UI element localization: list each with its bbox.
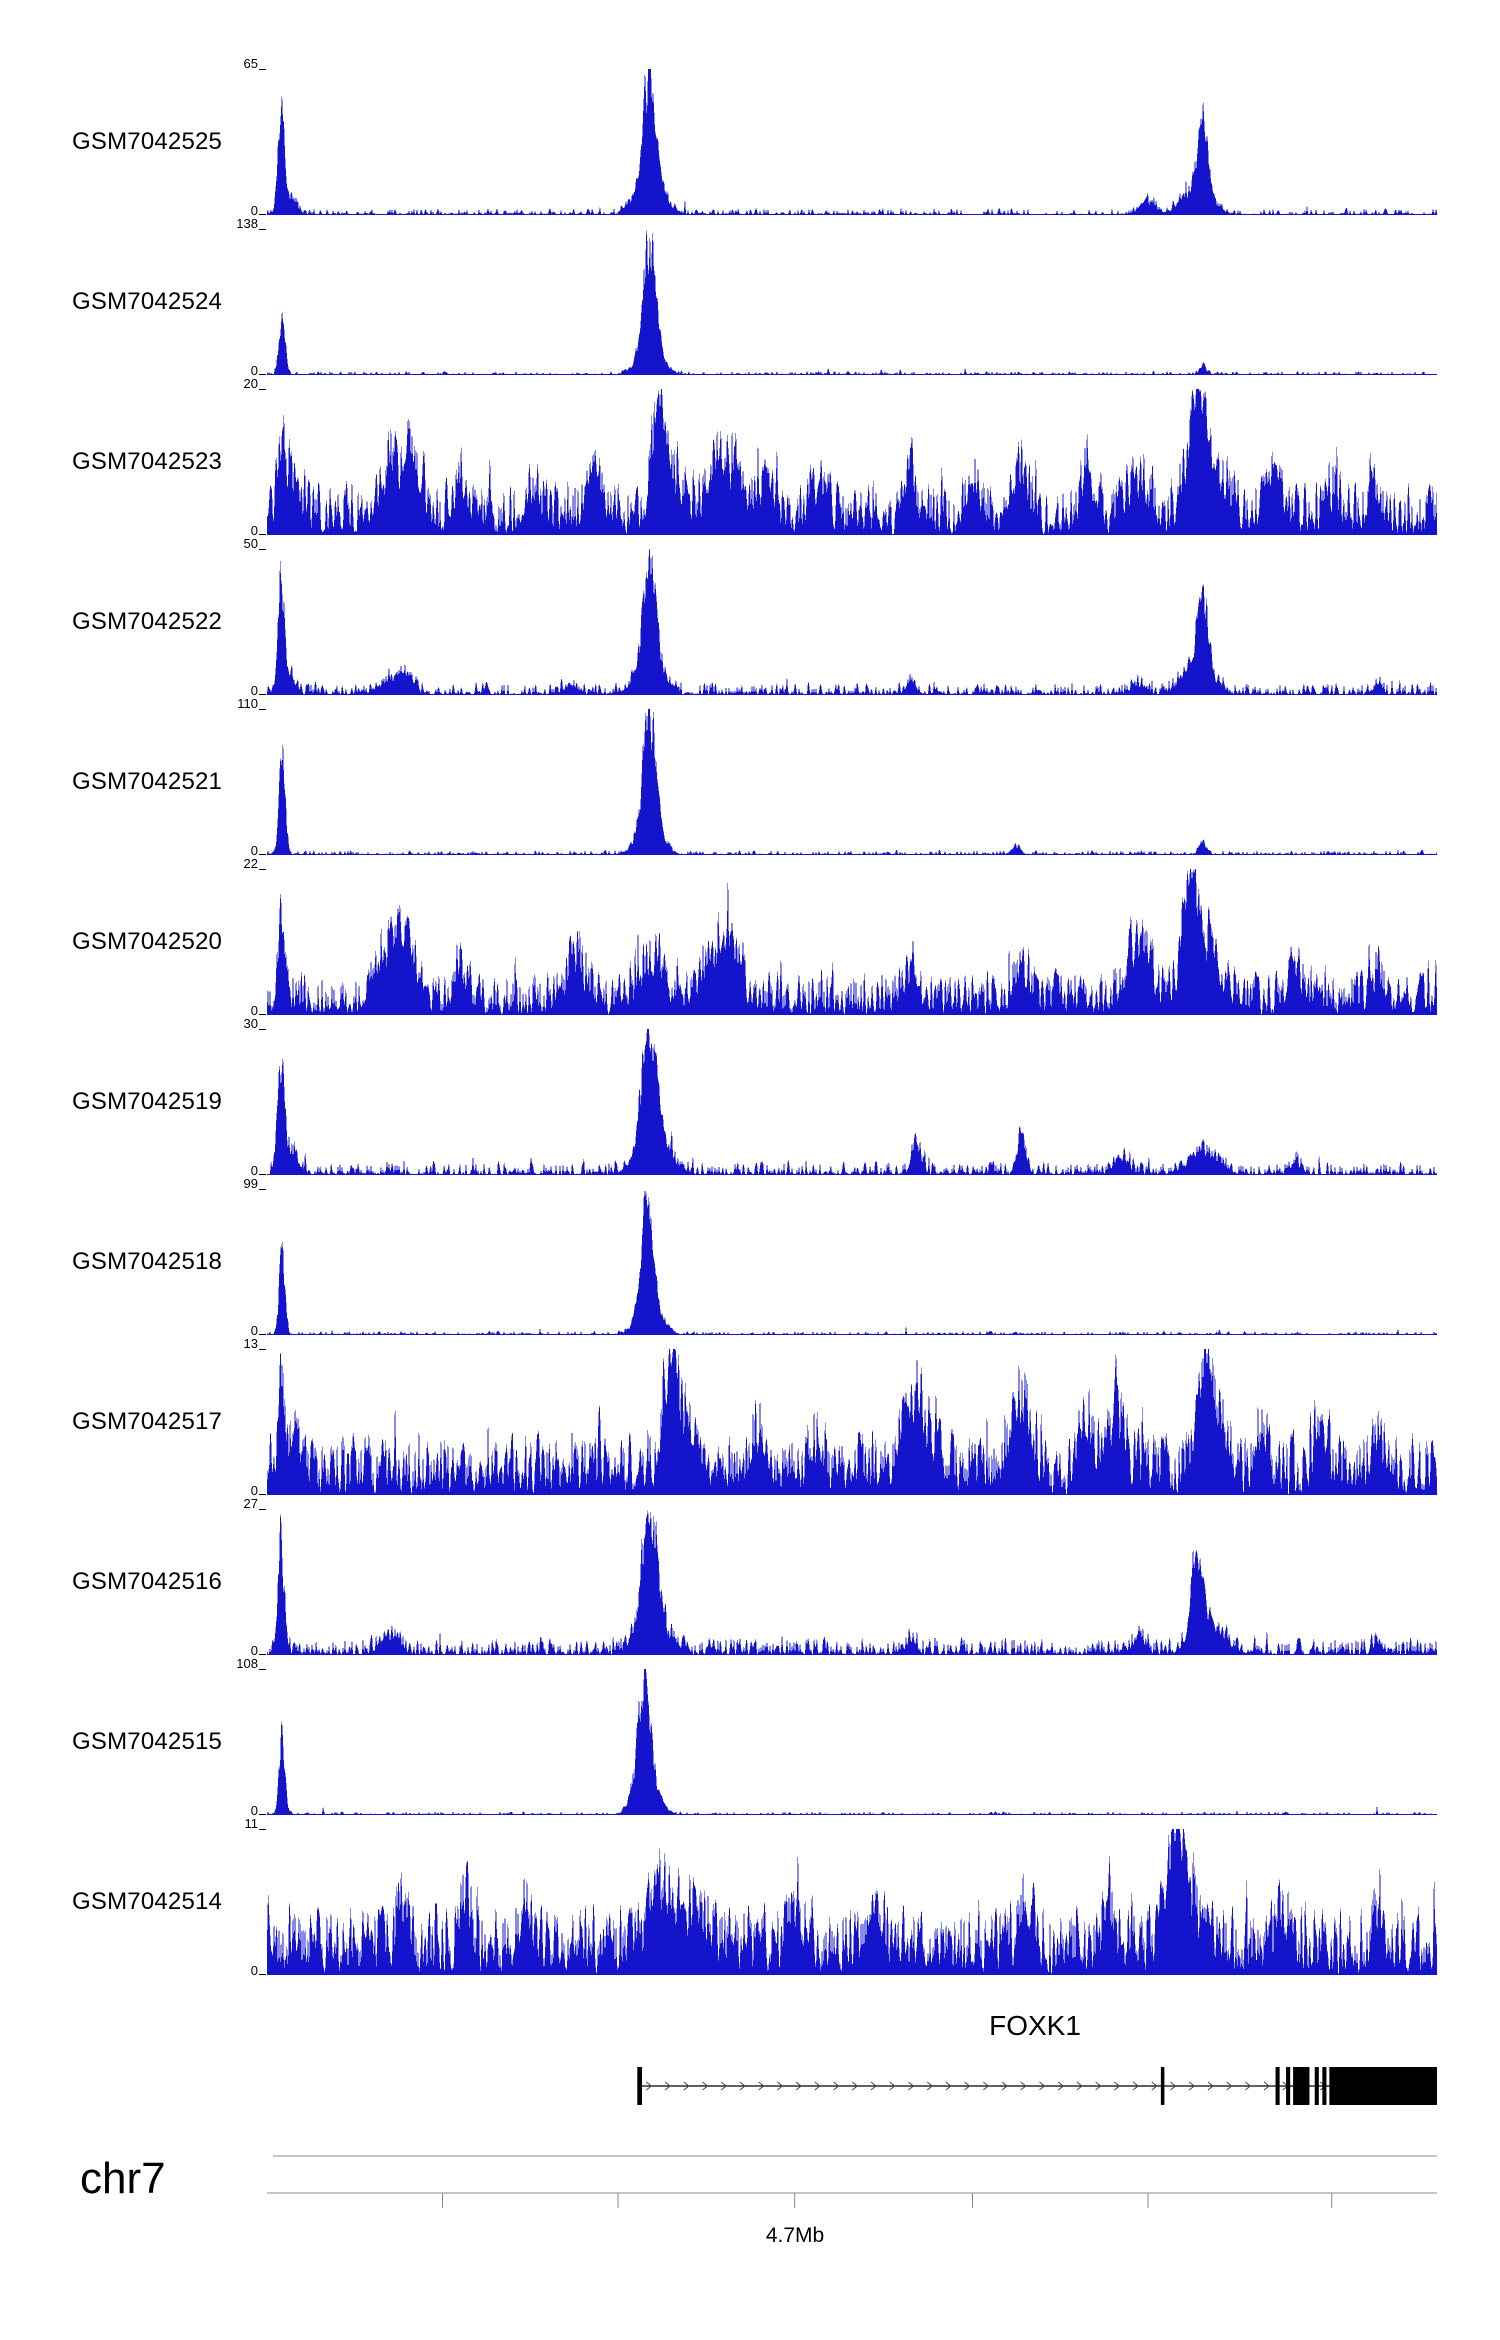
y-axis-max-label: 22 [243,856,258,871]
y-axis-max-label: 13 [243,1336,258,1351]
track-signal-plot [267,1029,1437,1175]
y-axis-zero-label: 0 [250,1163,258,1178]
y-axis-tick [259,374,266,375]
y-axis-tick [259,549,266,550]
track-signal-plot [267,709,1437,855]
y-axis-zero-label: 0 [250,203,258,218]
gene-name-label: FOXK1 [989,2010,1081,2041]
track-signal-plot [267,1349,1437,1495]
y-axis-max-label: 50 [243,536,258,551]
y-axis-tick [259,1509,266,1510]
y-axis-tick [259,854,266,855]
y-axis-max-label: 11 [244,1816,259,1831]
y-axis-tick [259,869,266,870]
track-row: GSM7042514 11 0 [0,1817,1500,1978]
y-axis-tick [259,694,266,695]
y-axis-tick [259,709,266,710]
gene-model-diagram [637,2067,1437,2105]
track-row: GSM7042517 13 0 [0,1337,1500,1498]
track-label: GSM7042517 [72,1408,223,1435]
gene-exon [1322,2067,1327,2105]
gene-exon [1293,2067,1310,2105]
track-row: GSM7042523 20 0 [0,377,1500,538]
gene-exon [1275,2067,1280,2105]
track-signal-plot [267,1829,1437,1975]
y-axis-tick [259,1334,266,1335]
y-axis-max-label: 138 [236,216,258,231]
track-signal-plot [267,1509,1437,1655]
track-row: GSM7042515 108 0 [0,1657,1500,1818]
track-row: GSM7042521 110 0 [0,697,1500,858]
y-axis-tick [259,1174,266,1175]
y-axis-tick [259,534,266,535]
track-label: GSM7042515 [72,1728,223,1755]
y-axis-zero-label: 0 [250,683,258,698]
chromosome-ruler [267,2155,1437,2208]
track-label: GSM7042523 [72,448,223,475]
y-axis-tick [259,69,266,70]
y-axis-tick [259,214,266,215]
track-signal-plot [267,69,1437,215]
y-axis-zero-label: 0 [250,1483,258,1498]
y-axis-max-label: 99 [243,1176,258,1191]
scale-position-label: 4.7Mb [765,2224,825,2247]
y-axis-zero-label: 0 [250,1963,258,1978]
chromosome-label: chr7 [80,2154,166,2203]
y-axis-max-label: 27 [243,1496,258,1511]
track-row: GSM7042524 138 0 [0,217,1500,378]
y-axis-zero-label: 0 [250,1323,258,1338]
y-axis-tick [259,1814,266,1815]
y-axis-zero-label: 0 [250,363,258,378]
y-axis-zero-label: 0 [250,1003,258,1018]
y-axis-zero-label: 0 [250,1643,258,1658]
y-axis-tick [259,1349,266,1350]
track-label: GSM7042518 [72,1248,223,1275]
track-label: GSM7042524 [72,288,223,315]
gene-exon [1286,2067,1291,2105]
track-signal-plot [267,549,1437,695]
gene-exon [1160,2067,1165,2105]
track-signal-plot [267,1189,1437,1335]
track-signal-plot [267,1669,1437,1815]
track-label: GSM7042525 [72,128,223,155]
track-label: GSM7042516 [72,1568,223,1595]
track-label: GSM7042521 [72,768,223,795]
track-label: GSM7042520 [72,928,223,955]
gene-exon [1329,2067,1437,2105]
y-axis-tick [259,1494,266,1495]
track-row: GSM7042516 27 0 [0,1497,1500,1658]
track-signal-plot [267,869,1437,1015]
y-axis-tick [259,1654,266,1655]
track-label: GSM7042522 [72,608,223,635]
y-axis-tick [259,1669,266,1670]
track-row: GSM7042525 65 0 [0,57,1500,218]
y-axis-max-label: 110 [237,696,258,711]
gene-exon [1314,2067,1319,2105]
y-axis-zero-label: 0 [250,523,258,538]
y-axis-tick [259,389,266,390]
y-axis-zero-label: 0 [250,843,258,858]
y-axis-tick [259,1189,266,1190]
track-label: GSM7042514 [72,1888,223,1915]
track-signal-plot [267,229,1437,375]
y-axis-tick [259,1014,266,1015]
y-axis-tick [259,1029,266,1030]
track-signal-plot [267,389,1437,535]
track-label: GSM7042519 [72,1088,223,1115]
track-row: GSM7042519 30 0 [0,1017,1500,1178]
track-row: GSM7042518 99 0 [0,1177,1500,1338]
y-axis-tick [259,1974,266,1975]
y-axis-tick [259,1829,266,1830]
gene-exon [637,2067,642,2105]
track-row: GSM7042522 50 0 [0,537,1500,698]
y-axis-max-label: 108 [236,1656,258,1671]
y-axis-tick [259,229,266,230]
y-axis-max-label: 65 [243,56,258,71]
y-axis-max-label: 30 [243,1016,258,1031]
track-row: GSM7042520 22 0 [0,857,1500,1018]
y-axis-max-label: 20 [243,376,258,391]
y-axis-zero-label: 0 [250,1803,258,1818]
